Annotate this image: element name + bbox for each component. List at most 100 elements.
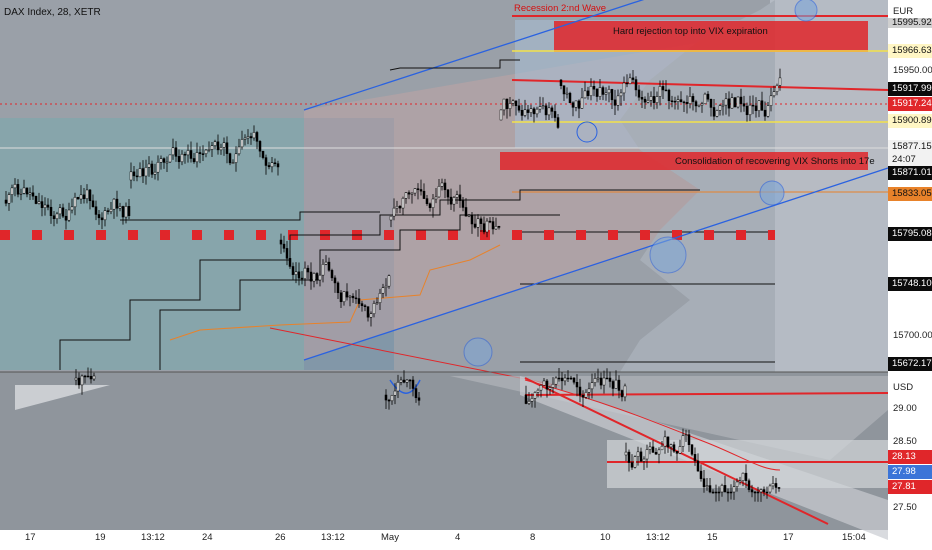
candle: [711, 491, 715, 494]
candle: [144, 167, 148, 177]
candle: [366, 306, 370, 318]
candle: [369, 313, 373, 318]
lower-currency: USD: [893, 382, 914, 393]
candle: [639, 451, 643, 462]
candle: [40, 201, 44, 208]
candle: [642, 458, 646, 462]
candle: [682, 101, 686, 104]
candle: [165, 161, 169, 164]
upper-tick-1: 15950.00: [893, 65, 932, 76]
candle: [690, 444, 694, 455]
candle: [577, 100, 581, 109]
candle: [732, 486, 736, 493]
highlight-circle-low: [649, 236, 687, 274]
candle: [765, 491, 769, 494]
candle: [431, 198, 435, 208]
candle: [566, 377, 570, 380]
candle: [535, 108, 539, 115]
time-axis-bg: [0, 530, 888, 550]
candle: [77, 377, 81, 386]
candle: [264, 157, 268, 166]
candle: [756, 491, 760, 494]
candle: [455, 194, 459, 198]
time-label: 13:12: [141, 532, 165, 543]
candle: [86, 375, 90, 378]
candle: [553, 111, 557, 118]
candle: [291, 266, 295, 275]
price-tag: 15995.92: [888, 18, 932, 28]
highlight-circle-small: [576, 121, 598, 143]
candle: [222, 142, 226, 148]
candle: [16, 184, 20, 195]
candle: [547, 107, 551, 116]
price-tag: 15917.24: [888, 97, 932, 111]
candle: [231, 162, 235, 164]
candle: [730, 97, 734, 109]
candle: [634, 79, 638, 91]
candle: [336, 282, 340, 294]
lower-tick-2: 28.50: [893, 436, 917, 447]
candle: [568, 92, 572, 103]
candle: [769, 95, 773, 106]
candle: [703, 93, 707, 105]
candle: [416, 188, 420, 190]
time-label: May: [381, 532, 399, 543]
candle: [109, 208, 113, 212]
candle: [461, 200, 465, 208]
candle: [94, 206, 98, 215]
candle: [425, 198, 429, 204]
candle: [345, 291, 349, 298]
candle: [702, 478, 706, 488]
candle: [614, 379, 618, 389]
candle: [31, 192, 35, 197]
candle: [70, 206, 74, 211]
candle: [613, 99, 617, 106]
candle: [387, 399, 391, 402]
candle: [663, 436, 667, 447]
candle: [660, 445, 664, 451]
candle: [684, 434, 688, 436]
candle: [664, 89, 668, 92]
candle: [602, 377, 606, 386]
candle: [351, 295, 355, 299]
candle: [100, 217, 104, 221]
candle: [766, 105, 770, 117]
candle: [718, 105, 722, 111]
candle: [387, 275, 391, 287]
candle: [499, 109, 503, 121]
candle: [685, 101, 689, 104]
candle: [485, 220, 489, 233]
candle: [654, 452, 658, 455]
candle: [727, 98, 731, 109]
candle: [129, 171, 133, 181]
candle: [384, 394, 388, 401]
candle: [392, 207, 396, 217]
candle: [694, 101, 698, 107]
candle: [646, 100, 650, 103]
candle: [491, 221, 495, 230]
candle: [327, 261, 331, 271]
candle: [417, 397, 421, 401]
candle: [628, 77, 632, 84]
candle: [97, 214, 101, 219]
candle: [354, 297, 358, 300]
candle: [243, 137, 247, 140]
candle: [246, 136, 250, 139]
time-label: 26: [275, 532, 286, 543]
candle: [532, 108, 536, 115]
candle: [324, 261, 328, 265]
candle: [73, 197, 77, 208]
candle: [58, 207, 62, 215]
candle: [565, 92, 569, 95]
upper-tick-2: 15700.00: [893, 330, 932, 341]
candle: [219, 147, 223, 151]
candle: [625, 82, 629, 85]
candle: [43, 204, 47, 208]
candle: [736, 96, 740, 108]
candle: [294, 271, 298, 275]
candle: [132, 171, 136, 177]
price-tag: 15672.17: [888, 357, 932, 371]
price-tag: 27.81: [888, 480, 932, 494]
candle: [778, 77, 782, 86]
